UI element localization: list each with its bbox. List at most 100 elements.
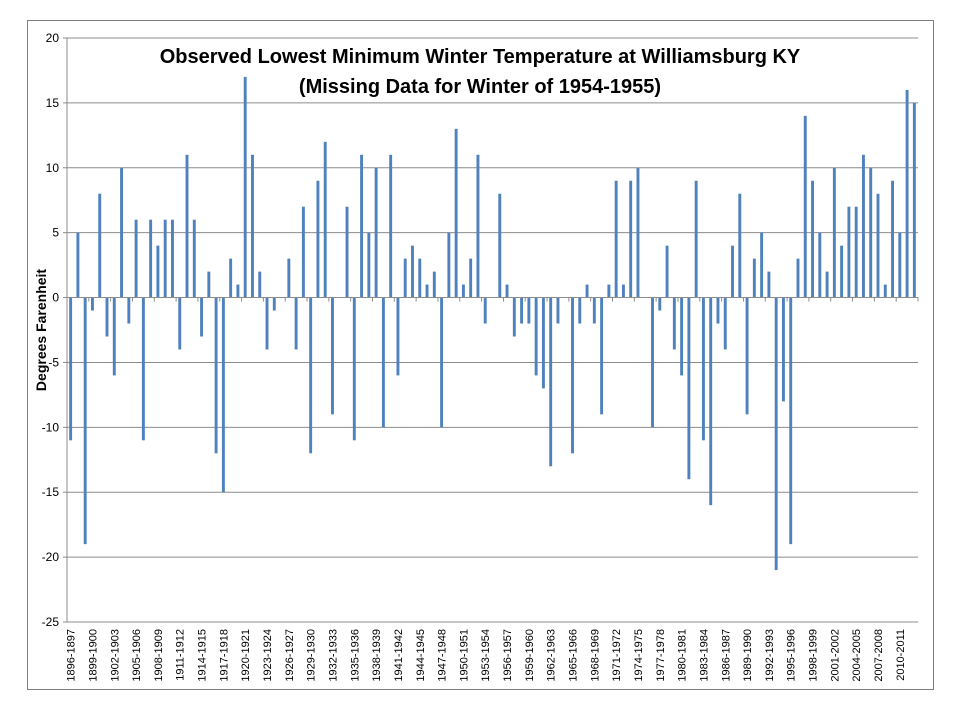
x-tick-label: 1911-1912 <box>175 629 187 681</box>
bar <box>585 284 589 298</box>
bar <box>621 284 625 298</box>
bar <box>381 297 385 428</box>
bar <box>243 76 247 298</box>
x-tick-label: 1980-1981 <box>677 629 689 682</box>
bar <box>229 258 233 298</box>
bar <box>171 219 174 298</box>
bar <box>207 271 211 298</box>
bar <box>556 297 560 324</box>
bar <box>861 154 865 298</box>
bar <box>767 271 771 298</box>
bar <box>883 284 887 298</box>
bar <box>112 297 116 376</box>
bar <box>571 297 574 454</box>
bar <box>607 284 611 298</box>
bar <box>447 232 451 298</box>
bar <box>396 297 400 376</box>
bar <box>352 297 356 441</box>
bar <box>454 128 458 298</box>
x-tick-label: 1935-1936 <box>349 629 361 682</box>
y-tick-label: 5 <box>52 226 59 240</box>
bar <box>251 154 254 298</box>
y-tick-label: -15 <box>42 485 60 499</box>
bar <box>418 258 422 298</box>
bar <box>781 297 785 402</box>
bar <box>498 193 502 298</box>
bars <box>69 76 916 571</box>
x-tick-label: 1974-1975 <box>633 629 645 682</box>
bar <box>527 297 531 324</box>
x-tick-label: 1899-1900 <box>88 629 100 682</box>
bar <box>469 258 473 298</box>
bar <box>578 297 582 324</box>
bar <box>745 297 749 415</box>
x-tick-label: 1941-1942 <box>393 629 405 682</box>
bar <box>91 297 94 311</box>
x-tick-label: 1986-1987 <box>720 629 732 682</box>
y-tick-label: -25 <box>42 615 60 629</box>
x-tick-label: 1971-1972 <box>611 629 623 682</box>
bar <box>534 297 538 376</box>
bar <box>134 219 138 298</box>
bar <box>221 297 225 493</box>
bar <box>185 154 189 298</box>
bar <box>192 219 196 298</box>
bar <box>723 297 727 350</box>
bar <box>687 297 691 480</box>
bar <box>869 167 873 298</box>
bar <box>236 284 240 298</box>
bar <box>461 284 465 298</box>
bar <box>541 297 545 389</box>
y-axis-title: Degrees Farenheit <box>33 269 49 391</box>
x-tick-label: 2010-2011 <box>895 629 907 681</box>
bar <box>847 206 851 298</box>
bar <box>701 297 705 441</box>
bar <box>403 258 407 298</box>
y-tick-label: -5 <box>48 355 59 369</box>
bar <box>774 297 778 571</box>
x-tick-label: 1947-1948 <box>437 629 449 682</box>
y-tick-label: -20 <box>42 550 60 564</box>
x-tick-label: 1965-1966 <box>568 629 580 682</box>
y-tick-label: -10 <box>42 420 60 434</box>
bar <box>731 245 734 298</box>
bar <box>854 206 858 298</box>
bar <box>316 180 320 298</box>
bar <box>294 297 298 350</box>
bar <box>832 167 836 298</box>
bar <box>425 284 429 298</box>
x-tick-label: 1953-1954 <box>480 629 492 682</box>
bar <box>796 258 800 298</box>
bar <box>258 271 262 298</box>
bar <box>512 297 516 337</box>
bar <box>360 154 364 298</box>
bar <box>178 297 182 350</box>
bar <box>651 297 654 428</box>
bar <box>127 297 131 324</box>
bar <box>83 297 87 545</box>
x-tick-label: 1977-1978 <box>655 629 667 682</box>
x-tick-label: 1923-1924 <box>262 629 274 682</box>
x-tick-label: 1989-1990 <box>742 629 754 682</box>
bar <box>345 206 349 298</box>
bar <box>709 297 713 506</box>
x-tick-label: 1983-1984 <box>698 629 710 682</box>
bar <box>614 180 618 298</box>
bar <box>549 297 553 467</box>
bar <box>905 89 909 298</box>
bar <box>76 232 80 298</box>
bar <box>331 297 334 415</box>
chart-subtitle: (Missing Data for Winter of 1954-1955) <box>299 76 661 98</box>
bar <box>752 258 756 298</box>
bar <box>367 232 371 298</box>
bar <box>323 141 327 298</box>
x-tick-label: 1995-1996 <box>786 629 798 682</box>
bar <box>636 167 640 298</box>
bar <box>789 297 793 545</box>
y-tick-label: 10 <box>46 161 60 175</box>
bar <box>432 271 436 298</box>
bar <box>520 297 524 324</box>
bar <box>825 271 829 298</box>
x-tick-label: 2001-2002 <box>829 629 841 682</box>
